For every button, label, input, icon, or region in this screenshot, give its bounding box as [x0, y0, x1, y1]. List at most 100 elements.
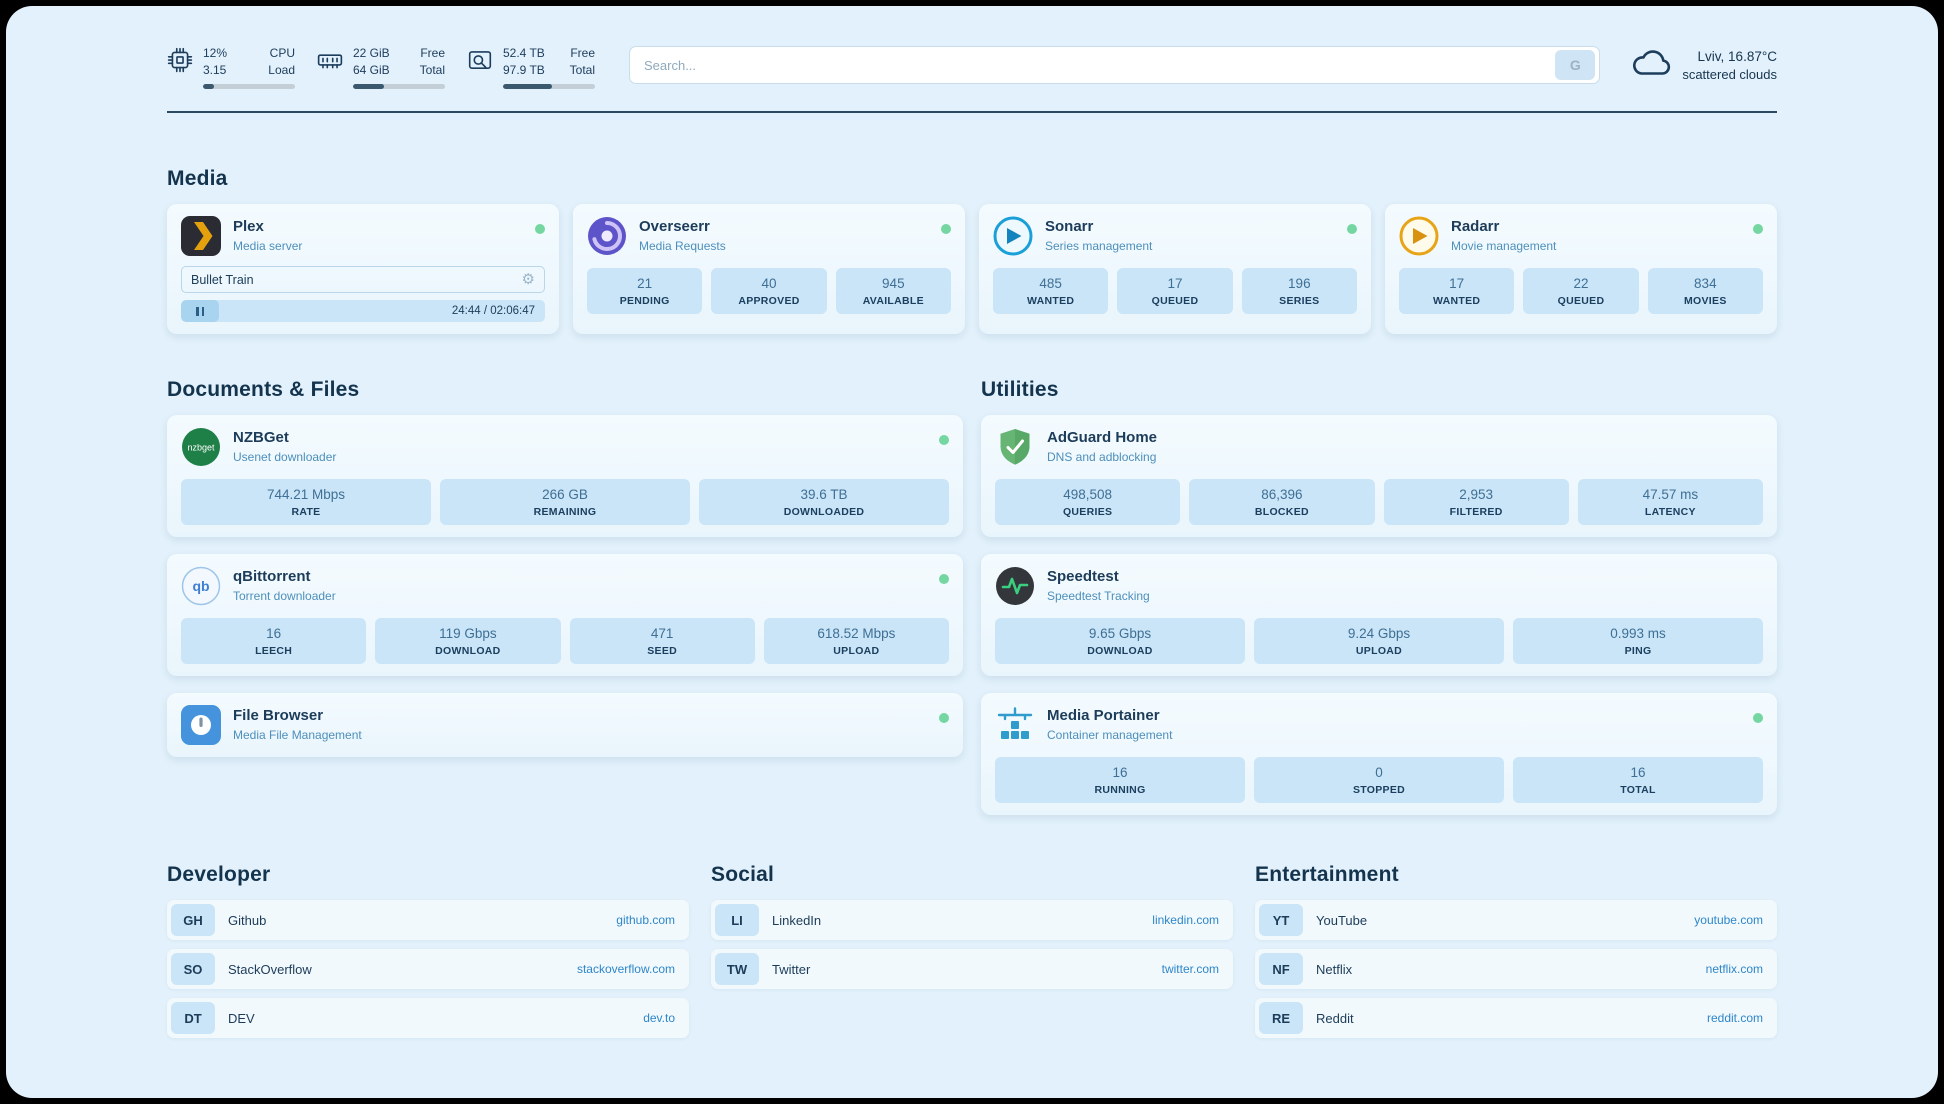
status-dot: [1753, 224, 1763, 234]
ram-progress-bar: [353, 84, 445, 89]
service-card-radarr[interactable]: Radarr Movie management 17 WANTED 22 QUE…: [1385, 204, 1777, 334]
section-media: Media Plex Media server: [167, 167, 1777, 334]
netflix-icon: NF: [1259, 953, 1303, 985]
gear-icon[interactable]: ⚙: [521, 271, 535, 288]
now-playing-title: Bullet Train: [191, 272, 254, 287]
service-name: NZBGet: [233, 429, 289, 446]
pause-button[interactable]: [181, 300, 219, 322]
service-card-qbittorrent[interactable]: qb qBittorrent Torrent downloader: [167, 554, 963, 676]
stat-download: 119 Gbps DOWNLOAD: [375, 618, 561, 664]
bookmark-linkedin[interactable]: LI LinkedIn linkedin.com: [711, 900, 1233, 940]
bookmark-name: Twitter: [772, 961, 811, 977]
stat-label: WANTED: [1433, 295, 1481, 307]
stat-queries: 498,508 QUERIES: [995, 479, 1181, 525]
bookmark-url[interactable]: reddit.com: [1706, 1011, 1763, 1025]
stat-value: 744.21 Mbps: [266, 487, 346, 502]
bookmark-github[interactable]: GH Github github.com: [167, 900, 689, 940]
service-subtitle: Torrent downloader: [233, 589, 336, 603]
stat-value: 39.6 TB: [800, 487, 848, 502]
stat-value: 9.24 Gbps: [1347, 626, 1411, 641]
status-dot: [939, 435, 949, 445]
bookmark-dev[interactable]: DT DEV dev.to: [167, 998, 689, 1038]
search-input[interactable]: [630, 57, 1556, 73]
playback-time: 24:44 / 02:06:47: [451, 305, 535, 317]
bookmark-url[interactable]: linkedin.com: [1152, 913, 1219, 927]
stat-value: 86,396: [1261, 487, 1303, 502]
service-name: Plex: [233, 218, 264, 235]
stat-value: 21: [637, 276, 653, 291]
service-card-filebrowser[interactable]: File Browser Media File Management: [167, 693, 963, 757]
service-card-plex[interactable]: Plex Media server Bullet Train ⚙ 24:44 /…: [167, 204, 559, 334]
stat-seed: 471 SEED: [569, 618, 755, 664]
bookmark-url[interactable]: stackoverflow.com: [576, 962, 675, 976]
stat-wanted: 17 WANTED: [1399, 268, 1515, 314]
stat-label: TOTAL: [1620, 784, 1656, 796]
cpu-load-label: Load: [268, 63, 295, 77]
disk-total-value: 97.9 TB: [503, 63, 545, 77]
ram-free-value: 22 GiB: [353, 46, 390, 60]
cpu-progress-bar: [203, 84, 295, 89]
section-title-documents: Documents & Files: [167, 378, 360, 401]
bookmark-youtube[interactable]: YT YouTube youtube.com: [1255, 900, 1777, 940]
stat-approved: 40 APPROVED: [711, 268, 827, 314]
stat-ping: 0.993 ms PING: [1513, 618, 1763, 664]
bookmark-url[interactable]: youtube.com: [1694, 913, 1763, 927]
service-name: qBittorrent: [233, 568, 311, 585]
stat-value: 40: [761, 276, 777, 291]
stat-label: WANTED: [1027, 295, 1075, 307]
cpu-usage-value: 12%: [203, 46, 228, 60]
plex-logo-icon: [181, 216, 221, 256]
bookmark-netflix[interactable]: NF Netflix netflix.com: [1255, 949, 1777, 989]
stat-label: SEED: [647, 645, 678, 657]
section-developer: Developer GH Github github.com SO StackO…: [167, 863, 689, 1038]
bookmark-twitter[interactable]: TW Twitter twitter.com: [711, 949, 1233, 989]
disk-icon: [467, 47, 493, 73]
bookmark-name: StackOverflow: [228, 961, 312, 977]
weather-description: scattered clouds: [1682, 67, 1777, 82]
service-card-speedtest[interactable]: Speedtest Speedtest Tracking 9.65 Gbps D…: [981, 554, 1777, 676]
disk-labels: Free Total: [570, 46, 595, 77]
stat-value: 119 Gbps: [439, 626, 497, 641]
bookmark-url[interactable]: github.com: [616, 913, 675, 927]
stat-queued: 17 QUEUED: [1117, 268, 1233, 314]
stat-value: 485: [1039, 276, 1062, 291]
status-dot: [1347, 224, 1357, 234]
stat-value: 834: [1694, 276, 1717, 291]
stat-series: 196 SERIES: [1241, 268, 1357, 314]
bookmark-name: Netflix: [1316, 961, 1353, 977]
service-card-overseerr[interactable]: Overseerr Media Requests 21 PENDING 40 A…: [573, 204, 965, 334]
bookmark-url[interactable]: dev.to: [643, 1011, 675, 1025]
ram-progress-fill: [353, 84, 385, 89]
search-engine-button[interactable]: G: [1555, 50, 1596, 80]
stat-value: 17: [1449, 276, 1465, 291]
service-card-sonarr[interactable]: Sonarr Series management 485 WANTED 17 Q…: [979, 204, 1371, 334]
portainer-logo-icon: [995, 705, 1035, 745]
stat-label: RUNNING: [1094, 784, 1146, 796]
bookmark-name: DEV: [228, 1010, 255, 1026]
stat-label: APPROVED: [738, 295, 800, 307]
stat-value: 196: [1288, 276, 1311, 291]
playback-progress-bar[interactable]: 24:44 / 02:06:47: [181, 300, 545, 322]
status-dot: [939, 574, 949, 584]
service-card-portainer[interactable]: Media Portainer Container management 16 …: [981, 693, 1777, 815]
stat-label: AVAILABLE: [862, 295, 924, 307]
bookmark-url[interactable]: twitter.com: [1161, 962, 1219, 976]
service-subtitle: DNS and adblocking: [1047, 450, 1157, 464]
bookmark-stackoverflow[interactable]: SO StackOverflow stackoverflow.com: [167, 949, 689, 989]
stat-movies: 834 MOVIES: [1647, 268, 1763, 314]
ram-widget: 22 GiB 64 GiB Free Total: [317, 46, 445, 89]
stat-label: SERIES: [1279, 295, 1320, 307]
github-icon: GH: [171, 904, 215, 936]
bookmark-url[interactable]: netflix.com: [1705, 962, 1763, 976]
cpu-values: 12% 3.15: [203, 46, 227, 77]
service-card-nzbget[interactable]: nzbget NZBGet Usenet downloader 74: [167, 415, 963, 537]
stat-rate: 744.21 Mbps RATE: [181, 479, 431, 525]
service-subtitle: Series management: [1045, 239, 1153, 253]
cpu-labels: CPU Load: [268, 46, 295, 77]
service-card-adguard[interactable]: AdGuard Home DNS and adblocking 498,508 …: [981, 415, 1777, 537]
bookmark-reddit[interactable]: RE Reddit reddit.com: [1255, 998, 1777, 1038]
ram-values: 22 GiB 64 GiB: [353, 46, 390, 77]
stat-downloaded: 39.6 TB DOWNLOADED: [699, 479, 949, 525]
stat-label: PING: [1624, 645, 1652, 657]
stat-label: DOWNLOAD: [435, 645, 501, 657]
